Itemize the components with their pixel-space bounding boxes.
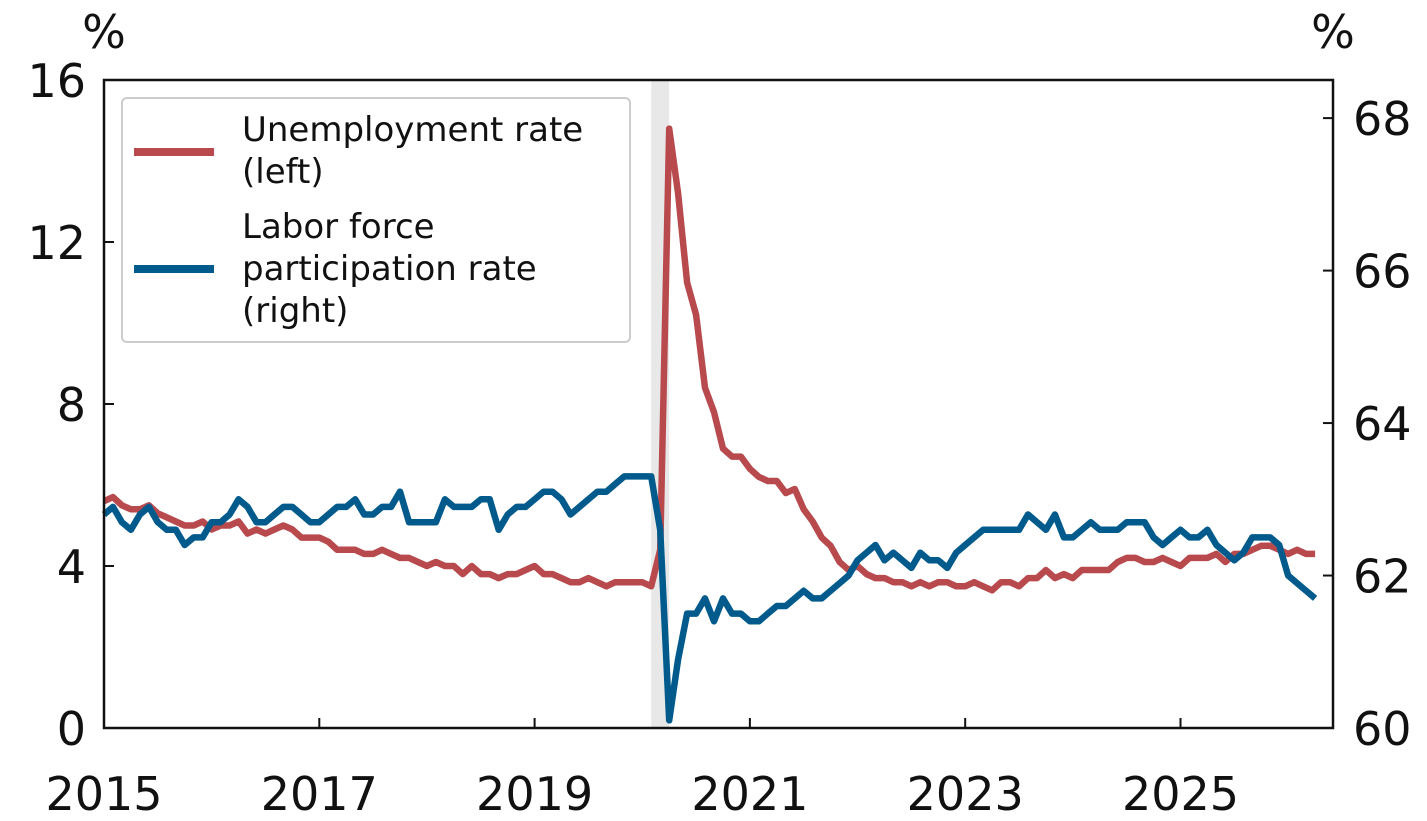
series-line-unemployment-rate: [102, 125, 1316, 594]
legend-label-participation-line1: Labor force: [242, 207, 435, 247]
left-tick-label: 0: [57, 702, 86, 756]
x-tick-label: 2025: [1122, 767, 1239, 817]
legend-label-participation-line2: participation rate: [242, 249, 537, 289]
x-tick-label: 2019: [476, 767, 593, 817]
left-tick-label: 8: [57, 378, 86, 432]
left-tick-label: 12: [27, 216, 86, 270]
right-axis-unit: %: [1311, 5, 1355, 59]
right-tick-label: 68: [1353, 92, 1412, 146]
series-line-participation-rate: [101, 473, 1318, 724]
legend-label-unemployment-line2: (left): [242, 152, 324, 192]
right-axis: 60 62 64 66 68: [1323, 92, 1412, 756]
legend-label-participation-line3: (right): [242, 291, 348, 331]
left-tick-label: 4: [57, 540, 86, 594]
x-tick-label: 2017: [261, 767, 378, 817]
legend-box: [121, 97, 631, 343]
left-axis-unit: %: [82, 5, 126, 59]
left-axis: 0 4 8 12 16: [27, 54, 114, 756]
right-tick-label: 66: [1353, 245, 1412, 299]
left-tick-label: 16: [27, 54, 86, 108]
x-tick-label: 2015: [45, 767, 162, 817]
right-tick-label: 64: [1353, 397, 1412, 451]
legend-label-unemployment-line1: Unemployment rate: [242, 110, 583, 150]
x-tick-label: 2023: [907, 767, 1024, 817]
right-tick-label: 60: [1353, 702, 1412, 756]
legend: Unemployment rate (left) Labor force par…: [121, 97, 631, 343]
right-tick-label: 62: [1353, 550, 1412, 604]
series-lines: [101, 125, 1318, 724]
x-tick-label: 2021: [691, 767, 808, 817]
x-axis: 2015 2017 2019 2021 2023 2025: [45, 718, 1239, 821]
